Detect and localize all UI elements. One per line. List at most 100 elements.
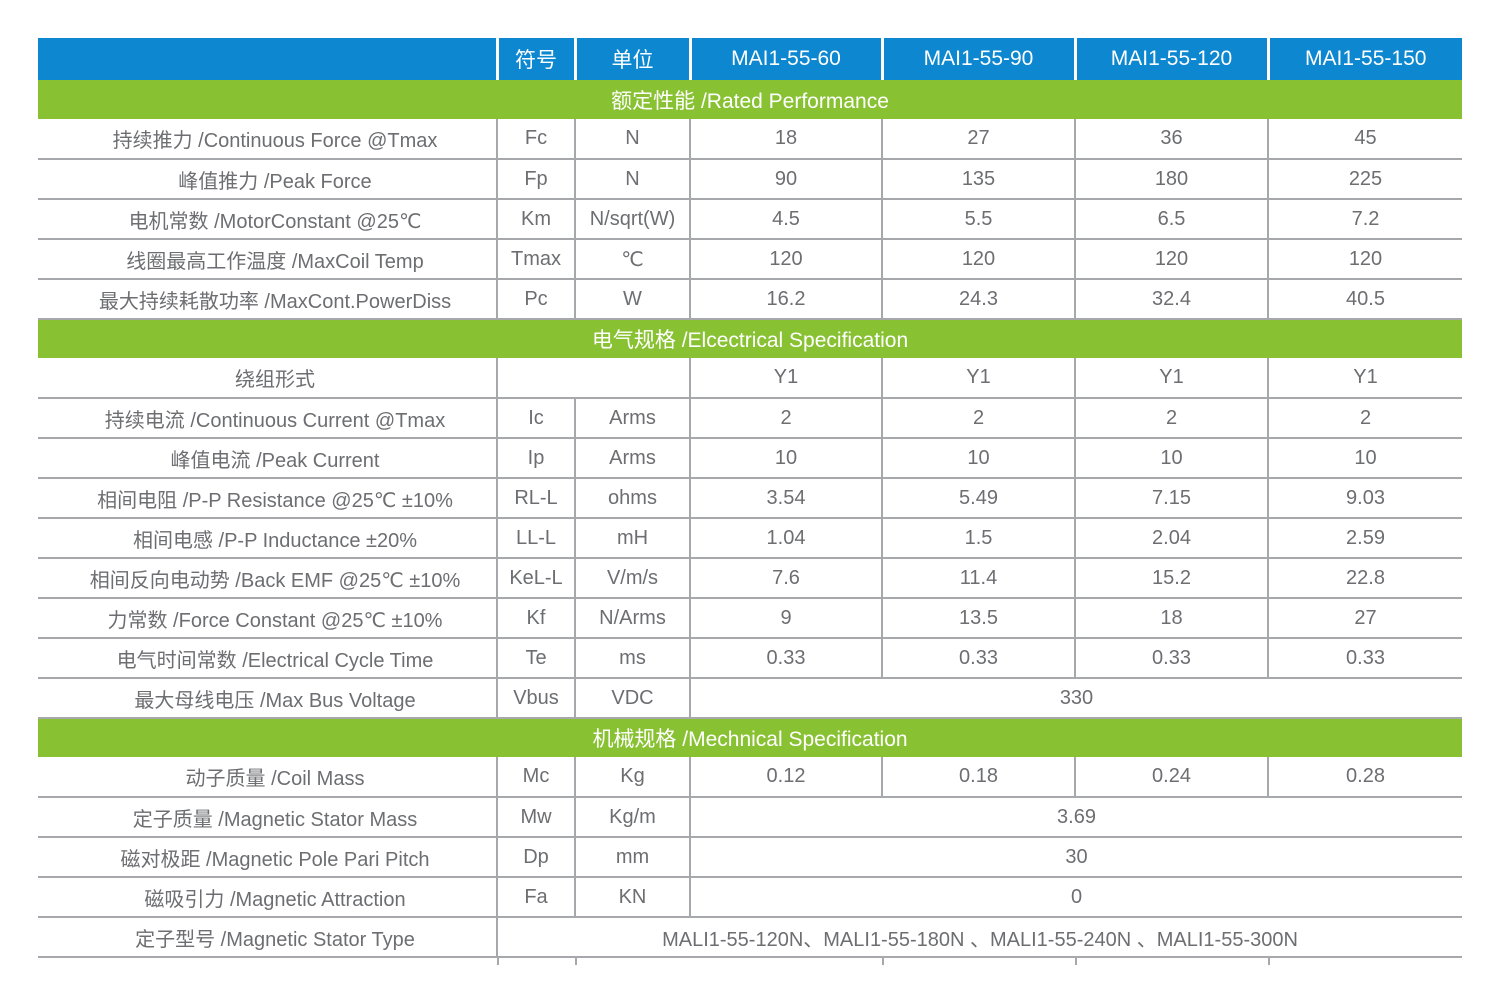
table-row: 峰值电流 /Peak Current Ip Arms 10 10 10 10: [38, 438, 1462, 479]
row-label: 相间电阻 /P-P Resistance @25℃ ±10%: [38, 478, 497, 519]
row-label: 力常数 /Force Constant @25℃ ±10%: [38, 598, 497, 639]
value-cell: 7.2: [1267, 199, 1462, 240]
symbol-cell: Vbus: [496, 678, 575, 719]
row-label: 最大母线电压 /Max Bus Voltage: [38, 678, 497, 719]
unit-cell: N/Arms: [574, 598, 690, 639]
table-row: 绕组形式 Y1 Y1 Y1 Y1: [38, 358, 1462, 399]
value-cell: 4.5: [689, 199, 882, 240]
value-cell: 3.54: [689, 478, 882, 519]
row-label: 相间电感 /P-P Inductance ±20%: [38, 518, 497, 559]
row-label: 动子质量 /Coil Mass: [38, 757, 497, 798]
row-label: 绕组形式: [38, 358, 497, 399]
section-header-row: 机械规格 /Mechnical Specification: [38, 718, 1462, 757]
symbol-cell: LL-L: [496, 518, 575, 559]
row-label: 相间反向电动势 /Back EMF @25℃ ±10%: [38, 558, 497, 599]
value-cell: 0.24: [1074, 757, 1268, 798]
merged-value-cell: 30: [689, 837, 1462, 878]
value-cell: 0.28: [1267, 757, 1462, 798]
column-tick: [1075, 956, 1077, 965]
section-title-electrical: 电气规格 /Elcectrical Specification: [38, 319, 1462, 358]
value-cell: 27: [881, 119, 1075, 160]
column-tick: [575, 956, 577, 965]
column-tick: [1268, 956, 1270, 965]
symbol-cell: Km: [496, 199, 575, 240]
value-cell: 1.5: [881, 518, 1075, 559]
value-cell: 18: [1074, 598, 1268, 639]
symbol-cell: RL-L: [496, 478, 575, 519]
row-label: 定子型号 /Magnetic Stator Type: [38, 917, 497, 958]
row-label: 磁吸引力 /Magnetic Attraction: [38, 877, 497, 918]
value-cell: 24.3: [881, 279, 1075, 320]
value-cell: 40.5: [1267, 279, 1462, 320]
value-cell: 225: [1267, 159, 1462, 200]
table-row: 线圈最高工作温度 /MaxCoil Temp Tmax ℃ 120 120 12…: [38, 239, 1462, 280]
unit-cell: mH: [574, 518, 690, 559]
table-row: 电气时间常数 /Electrical Cycle Time Te ms 0.33…: [38, 638, 1462, 679]
unit-cell: N: [574, 159, 690, 200]
value-cell: 2: [689, 398, 882, 439]
table-row: 持续电流 /Continuous Current @Tmax Ic Arms 2…: [38, 398, 1462, 439]
symbol-cell: Ip: [496, 438, 575, 479]
unit-cell: V/m/s: [574, 558, 690, 599]
value-cell: 0.33: [1074, 638, 1268, 679]
value-cell: 10: [1074, 438, 1268, 479]
unit-cell: N: [574, 119, 690, 160]
row-label: 峰值推力 /Peak Force: [38, 159, 497, 200]
model-header: MAI1-55-60: [688, 38, 882, 80]
empty-symbol-unit-cell: [496, 358, 690, 399]
spec-table-container: 符号 单位 MAI1-55-60 MAI1-55-90 MAI1-55-120 …: [38, 38, 1462, 965]
model-header: MAI1-55-120: [1073, 38, 1268, 80]
value-cell: 15.2: [1074, 558, 1268, 599]
symbol-cell: Fp: [496, 159, 575, 200]
row-label: 峰值电流 /Peak Current: [38, 438, 497, 479]
symbol-cell: Dp: [496, 837, 575, 878]
value-cell: 0.33: [689, 638, 882, 679]
value-cell: 2: [881, 398, 1075, 439]
value-cell: 0.18: [881, 757, 1075, 798]
symbol-cell: Te: [496, 638, 575, 679]
model-header: MAI1-55-90: [880, 38, 1075, 80]
value-cell: 5.49: [881, 478, 1075, 519]
table-row: 力常数 /Force Constant @25℃ ±10% Kf N/Arms …: [38, 598, 1462, 639]
value-cell: 7.6: [689, 558, 882, 599]
value-cell: 45: [1267, 119, 1462, 160]
symbol-column-header: 符号: [495, 38, 575, 80]
unit-cell: KN: [574, 877, 690, 918]
section-header-row: 电气规格 /Elcectrical Specification: [38, 319, 1462, 358]
symbol-cell: Ic: [496, 398, 575, 439]
value-cell: 22.8: [1267, 558, 1462, 599]
merged-value-cell: 0: [689, 877, 1462, 918]
row-label: 线圈最高工作温度 /MaxCoil Temp: [38, 239, 497, 280]
column-tick: [497, 956, 499, 965]
unit-cell: N/sqrt(W): [574, 199, 690, 240]
row-label: 最大持续耗散功率 /MaxCont.PowerDiss: [38, 279, 497, 320]
merged-value-cell: MALI1-55-120N、MALI1-55-180N 、MALI1-55-24…: [496, 917, 1462, 958]
unit-cell: mm: [574, 837, 690, 878]
unit-cell: Arms: [574, 398, 690, 439]
symbol-cell: Pc: [496, 279, 575, 320]
merged-value-cell: 3.69: [689, 797, 1462, 838]
value-cell: 9: [689, 598, 882, 639]
value-cell: 1.04: [689, 518, 882, 559]
symbol-cell: Kf: [496, 598, 575, 639]
value-cell: 0.33: [881, 638, 1075, 679]
value-cell: 36: [1074, 119, 1268, 160]
value-cell: 7.15: [1074, 478, 1268, 519]
table-row: 持续推力 /Continuous Force @Tmax Fc N 18 27 …: [38, 119, 1462, 160]
model-header: MAI1-55-150: [1266, 38, 1462, 80]
value-cell: 120: [881, 239, 1075, 280]
value-cell: 6.5: [1074, 199, 1268, 240]
symbol-cell: Mc: [496, 757, 575, 798]
row-label: 持续推力 /Continuous Force @Tmax: [38, 119, 497, 160]
symbol-cell: Fc: [496, 119, 575, 160]
value-cell: 2.59: [1267, 518, 1462, 559]
table-row: 相间反向电动势 /Back EMF @25℃ ±10% KeL-L V/m/s …: [38, 558, 1462, 599]
section-title-mechanical: 机械规格 /Mechnical Specification: [38, 718, 1462, 757]
value-cell: 18: [689, 119, 882, 160]
spec-table: 符号 单位 MAI1-55-60 MAI1-55-90 MAI1-55-120 …: [38, 38, 1462, 958]
unit-column-header: 单位: [573, 38, 690, 80]
value-cell: 2: [1267, 398, 1462, 439]
value-cell: 180: [1074, 159, 1268, 200]
value-cell: 2: [1074, 398, 1268, 439]
symbol-cell: Tmax: [496, 239, 575, 280]
